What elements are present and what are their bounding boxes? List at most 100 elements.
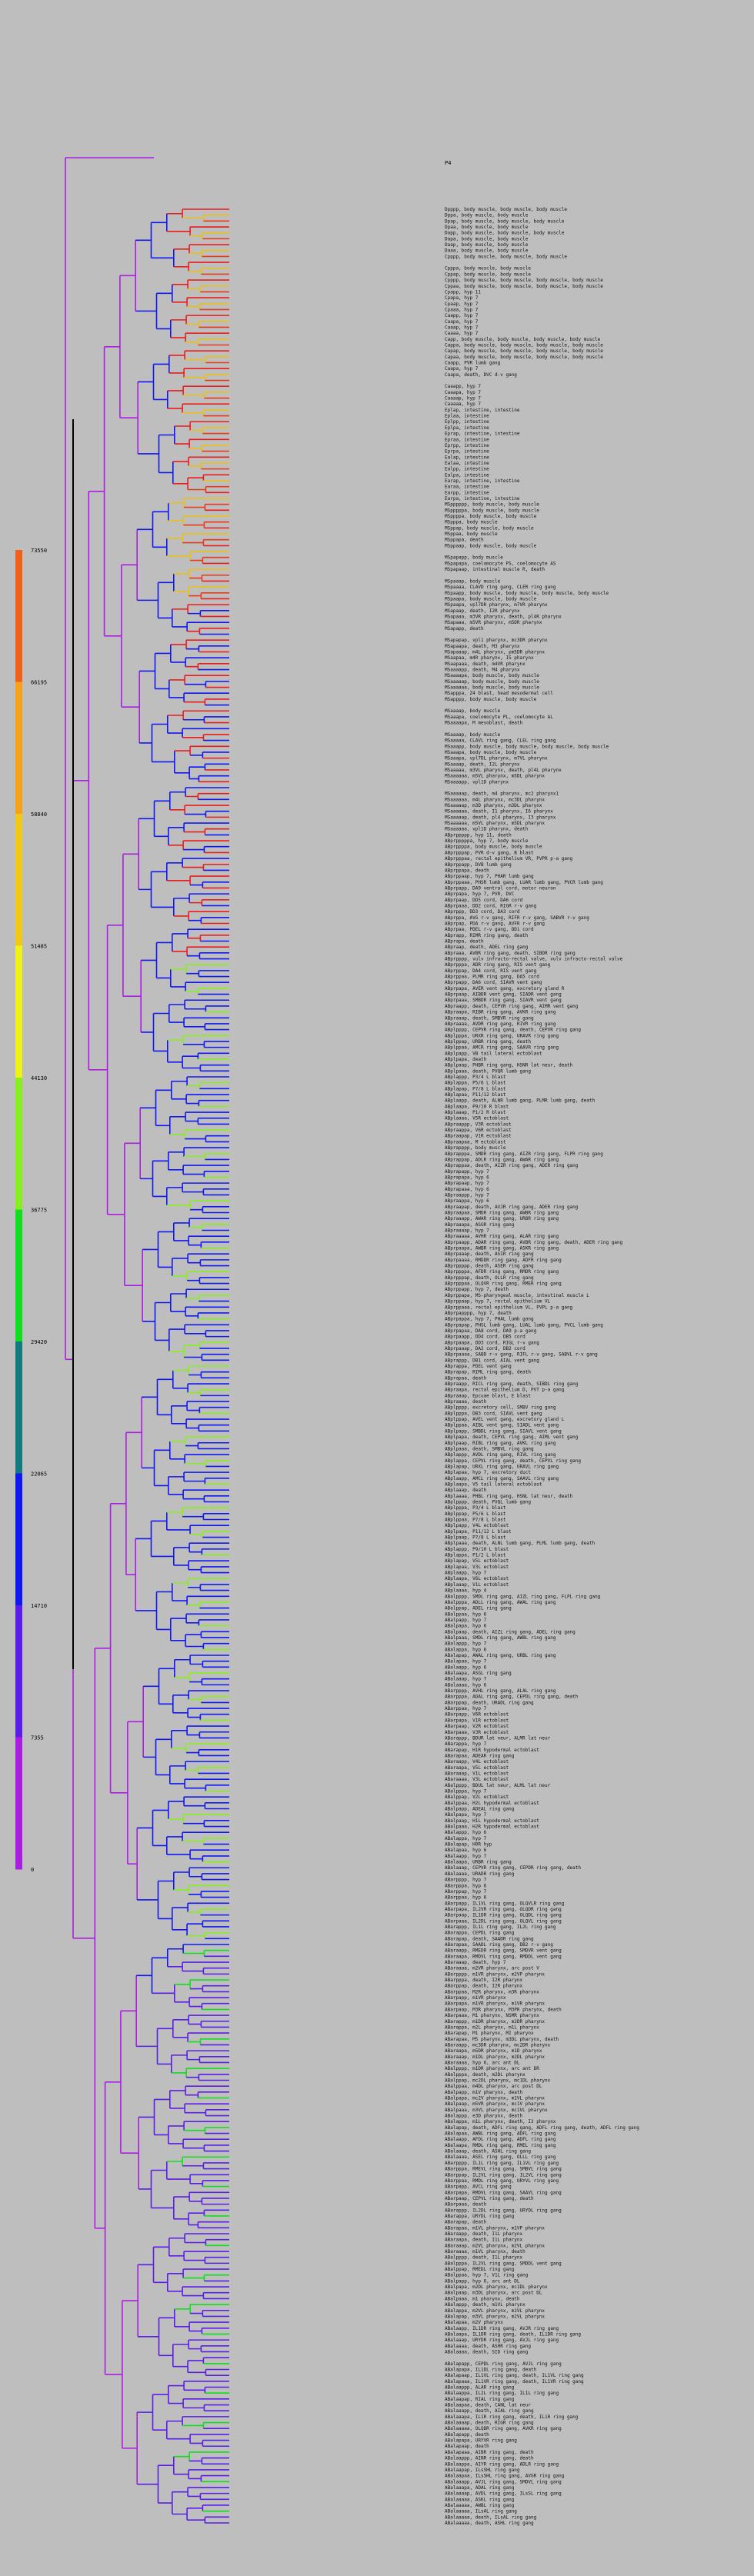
- tree-edges: [65, 157, 229, 2524]
- leaf-label: ABalappp, hyp 7: [445, 1641, 487, 1647]
- legend-swatch: [15, 814, 22, 946]
- leaf-label: MSpaapp, body muscle, body muscle, body …: [445, 591, 609, 596]
- leaf-label: ABarppap, death, URADL ring gang: [445, 1700, 534, 1705]
- color-scale-legend: 7355066195588405148544130367752942022065…: [15, 548, 47, 1873]
- leaf-label: ABprpaaap, DA2 cord, DB2 cord: [445, 1346, 525, 1351]
- leaf-label: ABprapap, RIML ring gang, death: [445, 1370, 531, 1375]
- leaf-label: ABprppapp, DVB lumb gang: [445, 862, 512, 868]
- leaf-label: MSaaaapa, M mesoblast, death: [445, 721, 523, 726]
- leaf-label: ABalpaap, m5VR pharynx, mc1V pharynx: [445, 2101, 545, 2107]
- leaf-label: ABarpapa, IL2VR ring gang, OLQDR ring ga…: [445, 1907, 562, 1912]
- leaf-label: ABalpapa, mc2V pharynx, m1VL pharynx: [445, 2096, 545, 2101]
- leaf-label: ABarpapp, AVCL ring gang: [445, 2184, 512, 2190]
- leaf-label: ABalapapp, CEPDL ring gang, AVJL ring ga…: [445, 2361, 562, 2367]
- leaf-label: ABalapaa, AWBL ring gang, ADFL ring gang: [445, 2131, 556, 2137]
- leaf-label: ABplpppp, death, PVQL lumb gang: [445, 1499, 531, 1505]
- leaf-label: ABalppap, ADEL ring gang: [445, 1606, 512, 1611]
- legend-tick-label: 7355: [31, 1735, 44, 1741]
- leaf-label: ABplapap, V5L ectoblast: [445, 1558, 509, 1564]
- leaf-label: ABplaapp, hyp 7: [445, 1571, 487, 1576]
- leaf-label: ABprppapa, death: [445, 868, 489, 873]
- leaf-label: MSpaapa, vpl7DR pharynx, m7VR pharynx: [445, 602, 548, 608]
- leaf-label: ABpraaap, Epcuae blast, E blast: [445, 1393, 531, 1398]
- leaf-label: ABarpppa, hyp 6: [445, 1883, 487, 1888]
- leaf-label: ABarppaa, hyp 6: [445, 1895, 487, 1901]
- legend-tick-label: 66195: [31, 680, 47, 686]
- leaf-label: Dapp, body muscle, body muscle, body mus…: [445, 231, 565, 236]
- leaf-label: MSaaaaap, m3D pharynx, m3DL pharynx: [445, 803, 542, 808]
- leaf-label: ABalpaaa, m3VL pharynx, mc1VL pharynx: [445, 2108, 548, 2113]
- leaf-label: ABarppap, IL2VL ring gang, IL2VL ring ga…: [445, 2172, 562, 2178]
- leaf-label: ABalappp, e3D pharynx, death: [445, 2114, 523, 2119]
- leaf-label: ABplaaap, death: [445, 1488, 487, 1493]
- leaf-label: ABalappa, m1L pharynx, death, I3 pharynx: [445, 2119, 556, 2124]
- leaf-label: ABalaaapp, AVJL ring gang, SMDVL ring ga…: [445, 2479, 562, 2484]
- leaf-label: ABpraaaaa, AVHR ring gang, ALAR ring gan…: [445, 1234, 559, 1239]
- leaf-label: Dppa, body muscle, body muscle: [445, 213, 529, 218]
- leaf-label: ABprpapa, AVER vent gang, excretory glan…: [445, 986, 565, 991]
- leaf-label: ABalaaaaa, death, ASHL ring gang: [445, 2521, 534, 2526]
- leaf-label: ABplaaaa, V5R ectoblast: [445, 1116, 509, 1121]
- leaf-label: MSaaaap, death, I2L pharynx: [445, 761, 520, 767]
- leaf-label: ABpraapaa, M ectoblast: [445, 1139, 506, 1145]
- leaf-label: ABalaappa, IL2L ring gang, IL1L ring gan…: [445, 2391, 559, 2396]
- leaf-label: ABarpaap, M3R pharynx, M3PR pharynx, dea…: [445, 2007, 562, 2012]
- leaf-label: ABprapapp, hyp 7: [445, 1169, 489, 1175]
- leaf-label: MSaaaaa, m3VL pharynx, death, pl4L phary…: [445, 768, 562, 773]
- leaf-label: MSaaapa, coelomocyte PL, coelomocyte AL: [445, 715, 553, 720]
- leaf-label: Cpaap, hyp 7: [445, 302, 479, 307]
- legend-tick-label: 0: [31, 1867, 34, 1873]
- leaf-label: MSpaaaa, CLAVD ring gang, CLER ring gang: [445, 585, 556, 590]
- leaf-label: MSaaaapa, body muscle, body muscle: [445, 673, 539, 678]
- leaf-label: ABalapapa, URYVR ring gang: [445, 2438, 517, 2444]
- leaf-label: ABpraaapp, AWAR ring gang, URBR ring gan…: [445, 1216, 559, 1221]
- leaf-label: ABplaaap, P1/2 R blast: [445, 1110, 506, 1115]
- leaf-label: MSaaaap, body muscle: [445, 732, 501, 738]
- leaf-label: ABarappp, BDUR lat neur, ALMR lat neur: [445, 1735, 551, 1741]
- legend-swatch: [15, 681, 22, 815]
- leaf-label: MSaaaaaa, m4L pharynx, mc3DL pharynx: [445, 797, 545, 802]
- leaf-label: ABarappa, hyp 7: [445, 1741, 487, 1747]
- leaf-label: ABprpapp, DA6 cord, SIAVR vent gang: [445, 980, 542, 985]
- leaf-label: ABaraapa, death, I1L pharynx: [445, 2238, 523, 2243]
- leaf-label: ABprapaaa, hyp 6: [445, 1187, 489, 1192]
- leaf-label: ABprapa, death: [445, 939, 484, 945]
- leaf-label: ABprpaapa, DD3 cord, RIGL r-v gang: [445, 1340, 539, 1345]
- leaf-label: Caaaaa, hyp 7: [445, 402, 481, 407]
- leaf-label: ABprpapp, DA9 ventral cord, motor neuron: [445, 885, 556, 891]
- leaf-label: MSapppa, Z4 blast, head mesodermal cell: [445, 691, 553, 696]
- leaf-label: ABpraapp, death, CEPVR ring gang, AIMR v…: [445, 1004, 579, 1009]
- leaf-label: MSaaapp, body muscle, body muscle, body …: [445, 744, 609, 749]
- leaf-label: Earap, intestine, intestine: [445, 478, 520, 484]
- leaf-label: ABprpaaa, DD2 cord, RIGR r-v gang: [445, 903, 537, 908]
- leaf-label: ABalappp, death, m1VL pharynx: [445, 2302, 525, 2308]
- legend-tick-label: 36775: [31, 1208, 47, 1214]
- leaf-label: ABaraapp, V4L ectoblast: [445, 1759, 509, 1765]
- leaf-label: ABprpapaa, DA8 cord, DA9 p-a gang: [445, 1328, 537, 1334]
- leaf-label: ABarpapa, RMDVL ring gang, SAAVL ring ga…: [445, 2190, 562, 2195]
- leaf-label: MSpapapp, body muscle: [445, 555, 503, 561]
- leaf-label: ABarpppa, ADAL ring gang, CEPDL ring gan…: [445, 1695, 579, 1700]
- leaf-label: ABaraaap, death, hyp 7: [445, 1960, 506, 1965]
- leaf-label: ABplaapp, AMCL ring gang, SAAVL ring gan…: [445, 1476, 559, 1481]
- leaf-label: ABalaaaa, URADR ring gang: [445, 1871, 515, 1877]
- leaf-label: ABplpppa, P3/4 L blast: [445, 1505, 506, 1511]
- leaf-label: ABarapap, H1R hypodermal ectoblast: [445, 1748, 539, 1753]
- leaf-label: MSaapaa, m4R pharynx, I5 pharynx: [445, 655, 534, 661]
- leaf-label: Caapa, death, DVC d-v gang: [445, 372, 517, 378]
- leaf-label: Caapa, hyp 7: [445, 366, 479, 372]
- leaf-label: ABalaaaaa, death, ILsAL ring gang: [445, 2514, 537, 2520]
- leaf-label: ABalapap, death, ADFL ring gang, ADFL ri…: [445, 2125, 639, 2131]
- leaf-label: ABalpppa, hyp 7: [445, 1788, 487, 1794]
- leaf-label: Ealpa, intestine: [445, 472, 489, 478]
- leaf-label: ABalapap, m3VL pharynx, m2VL pharynx: [445, 2314, 545, 2319]
- leaf-label: ABalapap, H0R hyp: [445, 1842, 492, 1848]
- leaf-label: MSapapap, vpl1 pharynx, mc3DR pharynx: [445, 638, 548, 643]
- leaf-label: ABarpppa, death, I2R pharynx: [445, 1978, 523, 1983]
- leaf-label: Eplaa, intestine: [445, 414, 489, 419]
- leaf-label: MSppppa, body muscle, body muscle: [445, 514, 537, 519]
- leaf-label: ABprppaap, hyp 7, PHAR lumb gang: [445, 874, 534, 879]
- leaf-label: ABarpapa, m1VR pharynx, m1VR pharynx: [445, 2001, 545, 2007]
- leaf-label: ABplpaap, P7/8 L blast: [445, 1535, 506, 1541]
